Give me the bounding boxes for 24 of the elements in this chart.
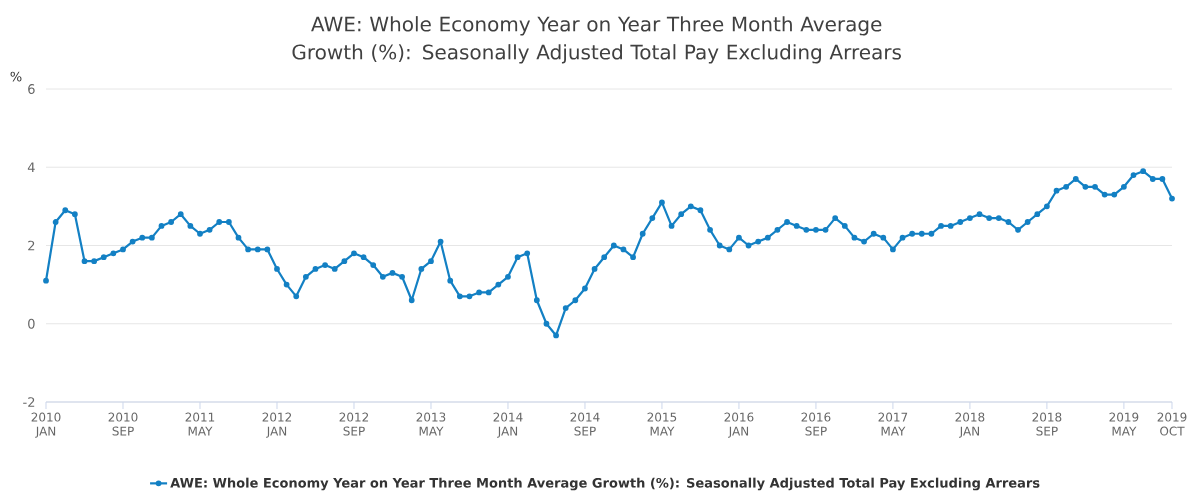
y-tick-label: 0 [28,318,35,329]
x-tick-label: 2014 JAN [493,412,523,438]
y-tick-label: -2 [23,397,35,407]
x-tick-label: 2018 SEP [1032,412,1062,436]
x-tick-label: 2013 MAY [416,412,446,436]
x-tick-label: 2017 MAY [878,412,908,436]
x-tick-label: 2019 MAY [1109,412,1139,436]
legend-label: AWE: Whole Economy Year on Year Three Month Average Growth (%): Seasonally Adjusted Total Pay Excluding Arrears [170,477,1040,491]
x-tick-label: 2016 SEP [801,412,831,436]
y-tick-label: 2 [28,240,35,251]
x-tick-label: 2018 JAN [955,412,985,438]
x-tick-label: 2010 SEP [108,412,138,436]
x-tick-label: 2012 JAN [262,412,292,438]
x-tick-label: 2011 MAY [185,412,215,436]
x-tick-label: 2015 MAY [647,412,677,436]
x-tick-label: 2016 JAN [724,412,754,438]
x-tick-label: 2019 OCT [1157,412,1187,436]
y-tick-label: 6 [28,84,35,94]
x-tick-label: 2010 JAN [31,412,61,438]
y-tick-label: 4 [27,162,35,172]
x-tick-label: 2012 SEP [339,412,369,436]
x-tick-label: 2014 SEP [570,412,600,436]
chart-title: AWE: Whole Economy Year on Year Three Month Average Growth (%): Seasonally Adjusted Total Pay Excluding Arrears [292,16,901,64]
y-axis-title: % [10,71,22,82]
